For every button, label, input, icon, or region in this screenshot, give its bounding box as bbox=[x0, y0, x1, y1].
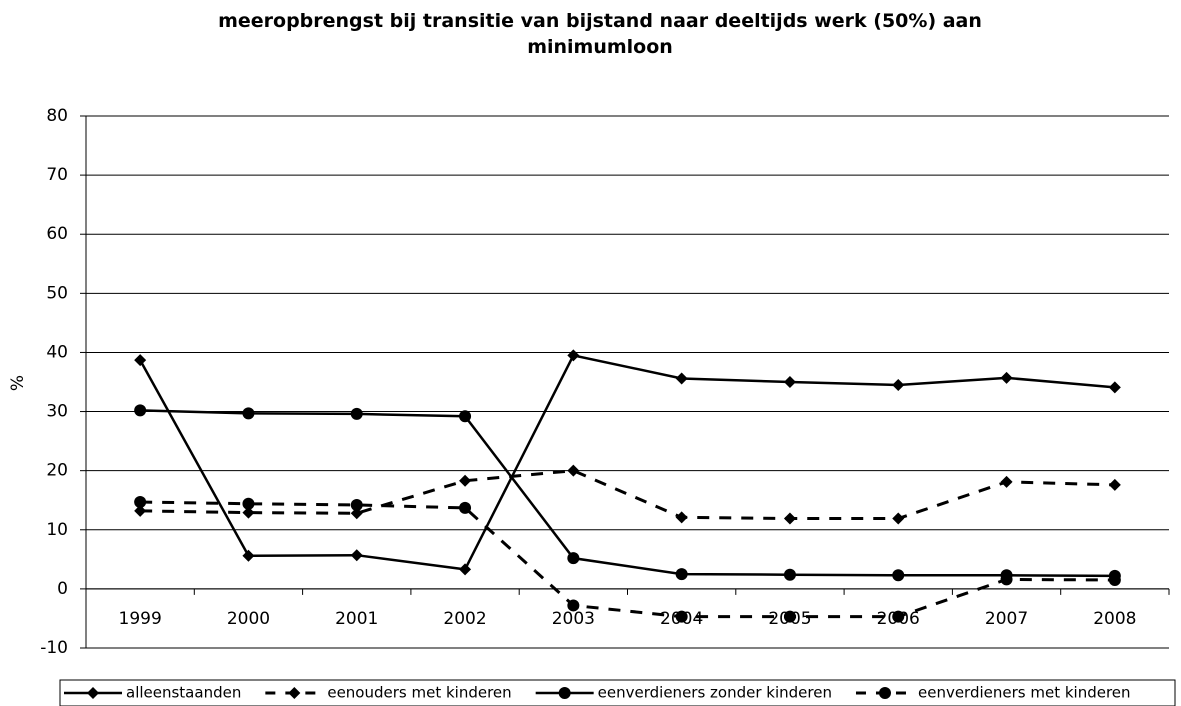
legend-label: alleenstaanden bbox=[126, 684, 241, 702]
data-point bbox=[675, 372, 688, 385]
legend-marker bbox=[878, 687, 891, 699]
data-point bbox=[459, 563, 472, 576]
data-point bbox=[459, 474, 472, 487]
y-axis-label: % bbox=[8, 375, 28, 391]
legend-label: eenouders met kinderen bbox=[327, 684, 511, 702]
data-point bbox=[892, 378, 905, 391]
data-point bbox=[783, 512, 796, 525]
y-tick-label: 10 bbox=[46, 520, 68, 540]
data-point bbox=[567, 464, 580, 477]
data-point bbox=[242, 549, 255, 562]
data-point bbox=[350, 498, 363, 511]
x-tick-label: 2003 bbox=[552, 609, 595, 629]
x-tick-label: 2002 bbox=[443, 609, 486, 629]
data-point bbox=[783, 376, 796, 388]
y-tick-label: 30 bbox=[46, 402, 68, 422]
x-tick-label: 2000 bbox=[227, 609, 270, 629]
data-point bbox=[892, 512, 905, 525]
data-point bbox=[459, 501, 472, 514]
series-line bbox=[140, 469, 1115, 521]
legend-label: eenverdieners zonder kinderen bbox=[598, 684, 832, 702]
data-point bbox=[783, 568, 796, 581]
chart-title: meeropbrengst bij transitie van bijstand… bbox=[218, 10, 982, 58]
series-line bbox=[140, 500, 1115, 619]
data-point bbox=[350, 407, 363, 420]
data-point bbox=[134, 354, 147, 367]
data-point bbox=[1108, 478, 1121, 491]
data-point bbox=[892, 610, 905, 623]
data-point bbox=[1000, 475, 1013, 488]
y-tick-label: 60 bbox=[46, 224, 68, 244]
data-point bbox=[134, 504, 147, 517]
data-point bbox=[242, 506, 255, 519]
y-tick-label: 70 bbox=[46, 165, 68, 185]
legend-marker bbox=[87, 687, 99, 699]
x-tick-label: 1999 bbox=[119, 609, 162, 629]
data-point bbox=[892, 569, 905, 582]
data-point bbox=[1108, 574, 1121, 587]
x-tick-label: 2007 bbox=[985, 609, 1028, 629]
data-point bbox=[567, 599, 580, 612]
x-tick-label: 2008 bbox=[1093, 609, 1136, 629]
legend-marker bbox=[288, 687, 301, 699]
data-point bbox=[1000, 371, 1013, 384]
data-point bbox=[350, 507, 363, 520]
data-point bbox=[350, 549, 363, 562]
data-point bbox=[1108, 381, 1121, 394]
y-tick-label: 20 bbox=[46, 461, 68, 481]
y-tick-label: 80 bbox=[46, 106, 68, 126]
series-line bbox=[140, 409, 1115, 578]
data-point bbox=[134, 404, 147, 417]
legend: alleenstaanden eenouders met kinderen eenv… bbox=[59, 679, 1176, 706]
data-point bbox=[459, 410, 472, 423]
legend-label: eenverdieners met kinderen bbox=[918, 684, 1131, 702]
data-point bbox=[567, 552, 580, 565]
data-point bbox=[1000, 573, 1013, 586]
y-tick-label: 0 bbox=[57, 579, 68, 599]
data-point bbox=[567, 349, 580, 362]
x-tick-label: 2001 bbox=[335, 609, 378, 629]
data-point bbox=[783, 610, 796, 623]
y-tick-label: -10 bbox=[40, 638, 68, 658]
data-point bbox=[134, 495, 147, 508]
data-point bbox=[242, 407, 255, 420]
data-point bbox=[675, 511, 688, 524]
data-point bbox=[242, 497, 255, 510]
legend-marker bbox=[558, 687, 571, 699]
legend-box bbox=[59, 679, 1176, 706]
data-point bbox=[675, 610, 688, 623]
y-tick-label: 50 bbox=[46, 283, 68, 303]
series-line bbox=[139, 353, 1115, 571]
y-tick-label: 40 bbox=[46, 342, 68, 362]
data-point bbox=[675, 568, 688, 581]
